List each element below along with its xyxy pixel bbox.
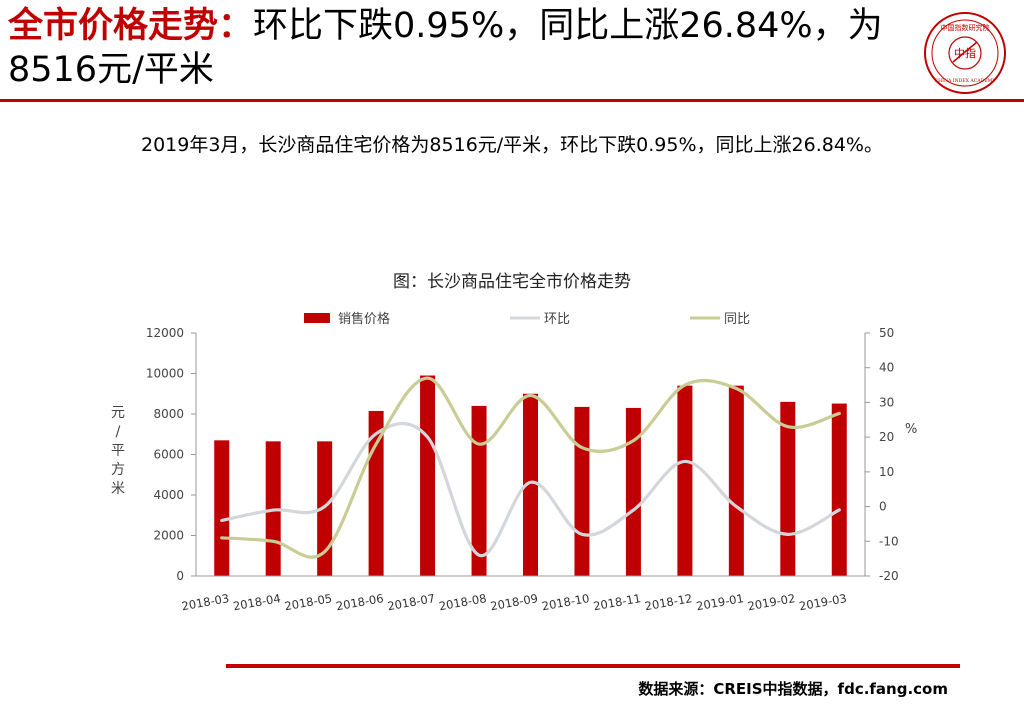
- bar: [214, 440, 230, 576]
- chart-title: 图：长沙商品住宅全市价格走势: [393, 272, 631, 292]
- y-right-tick-label: 50: [879, 326, 894, 340]
- x-tick-label: 2018-12: [644, 591, 694, 613]
- y-right-tick-label: -10: [879, 534, 899, 548]
- bar: [317, 441, 333, 576]
- y-left-tick-label: 4000: [153, 488, 184, 502]
- data-source: 数据来源：CREIS中指数据，fdc.fang.com: [638, 680, 948, 698]
- y-left-tick-label: 10000: [146, 367, 184, 381]
- x-tick-label: 2018-07: [386, 591, 436, 613]
- x-tick-label: 2018-05: [283, 591, 333, 613]
- yoy-series-line: [220, 376, 841, 559]
- bar: [420, 375, 436, 576]
- logo-center-text: 中指: [954, 46, 976, 60]
- bar: [728, 385, 744, 576]
- title-rest: 环比下跌0.95%，同比上涨26.84%，为8516元/平米: [8, 6, 883, 90]
- x-tick-label: 2018-03: [180, 591, 230, 613]
- x-tick-label: 2019-02: [747, 591, 797, 613]
- x-tick-label: 2018-10: [541, 591, 591, 613]
- y-right-tick-label: -20: [879, 569, 899, 583]
- legend-label: 同比: [724, 312, 750, 327]
- china-index-academy-logo: 中指 中国指数研究院 CHINA INDEX ACADEMY: [924, 12, 1006, 94]
- y-left-tick-label: 0: [176, 569, 184, 583]
- x-tick-label: 2019-01: [695, 591, 745, 613]
- legend-label: 环比: [544, 312, 570, 327]
- legend-label: 销售价格: [338, 311, 390, 327]
- y-right-tick-label: 10: [879, 465, 894, 479]
- bar: [574, 406, 590, 576]
- y-axis-right-label: %: [905, 422, 917, 437]
- legend-swatch-bar: [304, 313, 330, 323]
- x-tick-label: 2019-03: [798, 591, 848, 613]
- x-tick-label: 2018-06: [335, 591, 385, 613]
- page-title: 全市价格走势：环比下跌0.95%，同比上涨26.84%，为8516元/平米: [8, 4, 908, 92]
- y-left-tick-label: 2000: [153, 529, 184, 543]
- y-left-tick-label: 12000: [146, 326, 184, 340]
- bar: [523, 393, 538, 576]
- title-divider: [0, 99, 1024, 102]
- summary-text: 2019年3月，长沙商品住宅价格为8516元/平米，环比下跌0.95%，同比上涨…: [140, 134, 883, 156]
- y-right-tick-label: 30: [879, 395, 894, 409]
- bar: [831, 403, 847, 576]
- x-tick-label: 2018-08: [438, 591, 488, 613]
- y-axis-left-label: 元/平方米: [111, 405, 125, 497]
- title-highlight: 全市价格走势：: [8, 6, 254, 46]
- x-tick-label: 2018-09: [489, 591, 539, 613]
- logo-top-text: 中国指数研究院: [941, 23, 990, 32]
- y-left-tick-label: 6000: [153, 448, 184, 462]
- bar: [677, 385, 693, 576]
- x-tick-label: 2018-11: [592, 591, 642, 613]
- y-right-tick-label: 20: [879, 430, 894, 444]
- y-right-tick-label: 40: [879, 361, 894, 375]
- y-left-tick-label: 8000: [153, 407, 184, 421]
- logo-english-text: CHINA INDEX ACADEMY: [935, 78, 997, 84]
- mom-series-line: [220, 421, 841, 557]
- footer-divider: [226, 664, 960, 668]
- bar: [625, 407, 641, 576]
- y-right-tick-label: 0: [879, 500, 887, 514]
- bar: [471, 405, 487, 576]
- x-tick-label: 2018-04: [232, 591, 282, 613]
